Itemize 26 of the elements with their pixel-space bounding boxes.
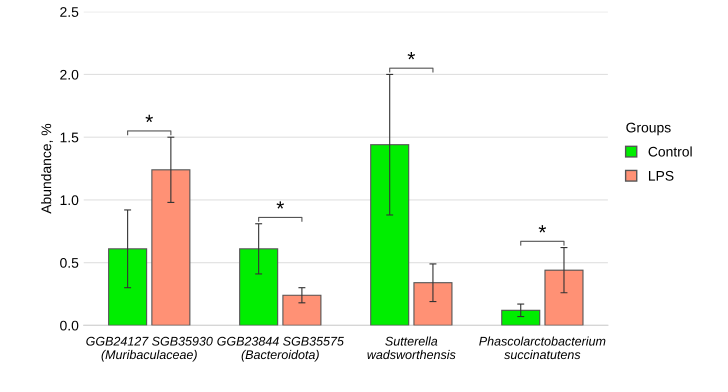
bar (151, 169, 190, 326)
legend-title: Groups (626, 122, 671, 136)
x-tick-label: Phascolarctobacterium succinatutens (479, 336, 606, 360)
annotation: * (538, 225, 546, 232)
y-tick-label: 1.5 (60, 132, 78, 142)
bar (282, 294, 322, 326)
bar (370, 144, 410, 326)
y-tick-label: 2.5 (60, 7, 78, 17)
legend-label: LPS (648, 170, 674, 181)
y-tick-label: 0.5 (60, 258, 78, 268)
x-tick-label: Sutterella wadsworthensis (367, 336, 456, 360)
x-tick-label: GGB23844 SGB35575 (Bacteroidota) (217, 336, 344, 362)
annotation: * (146, 114, 153, 122)
legend-label: Control (648, 146, 692, 157)
bar (239, 248, 278, 326)
y-tick-label: 1.0 (60, 195, 78, 206)
x-tick-label: GGB24127 SGB35930 (Muribaculaceae) (86, 336, 213, 362)
bar (413, 282, 452, 326)
y-axis-title: Abundance, % (41, 124, 53, 214)
bar (108, 248, 148, 326)
bar (501, 310, 540, 326)
y-tick-label: 0.0 (60, 320, 78, 331)
annotation: * (276, 201, 284, 209)
bar (544, 270, 584, 326)
y-tick-label: 2.0 (60, 70, 78, 80)
annotation: * (408, 52, 416, 60)
